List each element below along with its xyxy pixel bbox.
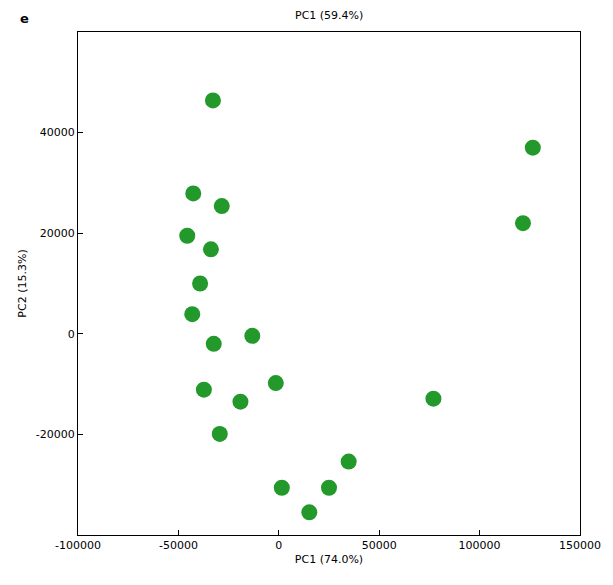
svg-text:0: 0	[275, 539, 282, 552]
svg-text:PC1 (59.4%): PC1 (59.4%)	[295, 9, 363, 22]
svg-text:-20000: -20000	[36, 428, 75, 441]
svg-text:150000: 150000	[559, 539, 601, 552]
svg-text:e: e	[20, 11, 29, 26]
svg-text:20000: 20000	[40, 227, 75, 240]
svg-text:-100000: -100000	[55, 539, 101, 552]
svg-text:-50000: -50000	[159, 539, 198, 552]
svg-text:100000: 100000	[459, 539, 501, 552]
svg-text:PC2 (15.3%): PC2 (15.3%)	[16, 249, 29, 317]
svg-text:50000: 50000	[362, 539, 397, 552]
svg-text:0: 0	[68, 328, 75, 341]
svg-text:40000: 40000	[40, 126, 75, 139]
svg-text:PC1 (74.0%): PC1 (74.0%)	[295, 553, 363, 566]
